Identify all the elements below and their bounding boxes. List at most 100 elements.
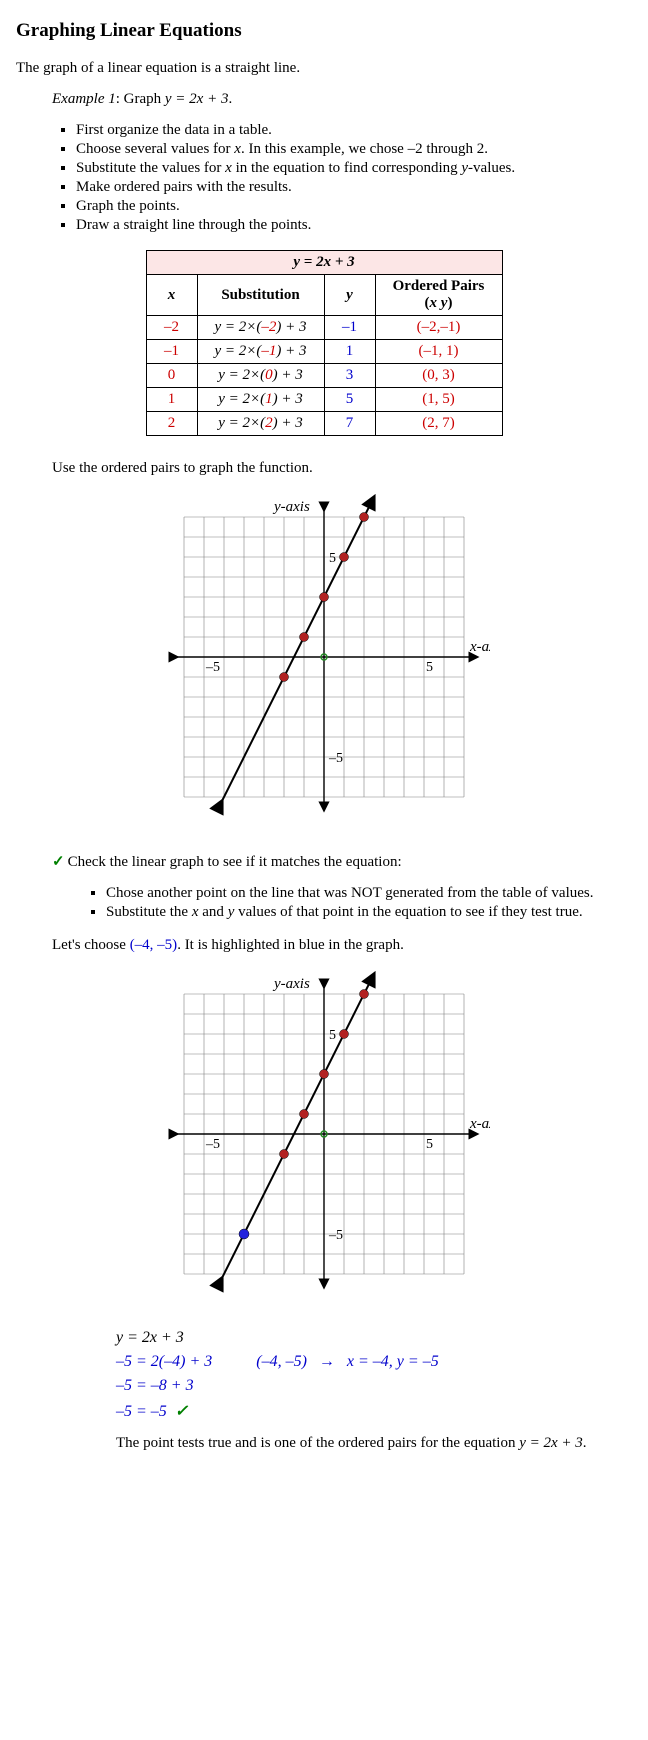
table-row: 2 y = 2×(2) + 3 7 (2, 7) xyxy=(146,412,502,436)
cell-op: (2, 7) xyxy=(375,412,502,436)
cell-x: 1 xyxy=(146,388,197,412)
conclusion-pre: The point tests true and is one of the o… xyxy=(116,1435,519,1451)
data-point xyxy=(300,1110,309,1119)
cell-sub: y = 2×(1) + 3 xyxy=(197,388,324,412)
x-axis-label: x-axis xyxy=(469,639,490,655)
table-wrap: y = 2x + 3 x Substitution y Ordered Pair… xyxy=(16,250,632,436)
cell-x: –1 xyxy=(146,340,197,364)
y-axis-label: y-axis xyxy=(272,976,310,992)
tick-neg5-y: –5 xyxy=(328,1228,343,1243)
check-text: Check the linear graph to see if it matc… xyxy=(68,854,402,870)
conclusion-post: . xyxy=(583,1435,587,1451)
table-title: y = 2x + 3 xyxy=(146,251,502,275)
data-point xyxy=(280,673,289,682)
graph-svg: 5 –5 5 –5 y-axis x-axis xyxy=(158,491,490,823)
lets-choose-point: (–4, –5) xyxy=(130,937,178,953)
graph-svg: 5 –5 5 –5 y-axis x-axis xyxy=(158,968,490,1300)
check-line: ✓Check the linear graph to see if it mat… xyxy=(52,852,632,871)
cell-sub: y = 2×(2) + 3 xyxy=(197,412,324,436)
col-x: x xyxy=(146,275,197,316)
work-line-3: –5 = –8 + 3 xyxy=(116,1377,632,1395)
table-row: 1 y = 2×(1) + 3 5 (1, 5) xyxy=(146,388,502,412)
graph-2-wrap: 5 –5 5 –5 y-axis x-axis xyxy=(16,968,632,1305)
tick-neg5-x: –5 xyxy=(205,660,220,675)
cell-y: –1 xyxy=(324,316,375,340)
cell-y: 7 xyxy=(324,412,375,436)
graph-1-wrap: 5 –5 5 –5 y-axis x-axis xyxy=(16,491,632,828)
work-block: y = 2x + 3 –5 = 2(–4) + 3 (–4, –5) → x =… xyxy=(116,1329,632,1421)
blue-point xyxy=(239,1229,249,1239)
cell-sub: y = 2×(0) + 3 xyxy=(197,364,324,388)
list-item: Graph the points. xyxy=(76,198,632,215)
x-axis-label: x-axis xyxy=(469,1116,490,1132)
cell-x: –2 xyxy=(146,316,197,340)
work-l4: –5 = –5 xyxy=(116,1403,167,1420)
example-period: . xyxy=(228,91,232,107)
tick-pos5-x: 5 xyxy=(426,1137,433,1152)
list-item: Choose several values for x. In this exa… xyxy=(76,141,632,158)
tick-neg5-y: –5 xyxy=(328,751,343,766)
list-item: Substitute the x and y values of that po… xyxy=(106,904,632,921)
checkmark-icon: ✓ xyxy=(52,854,65,870)
data-point xyxy=(360,513,369,522)
cell-sub: y = 2×(–2) + 3 xyxy=(197,316,324,340)
tick-pos5-x: 5 xyxy=(426,660,433,675)
list-item: Make ordered pairs with the results. xyxy=(76,179,632,196)
cell-sub: y = 2×(–1) + 3 xyxy=(197,340,324,364)
conclusion-eq: y = 2x + 3 xyxy=(519,1435,583,1451)
cell-op: (–2,–1) xyxy=(375,316,502,340)
cell-x: 0 xyxy=(146,364,197,388)
cell-y: 1 xyxy=(324,340,375,364)
page-title: Graphing Linear Equations xyxy=(16,20,632,42)
work-l2a: –5 = 2(–4) + 3 xyxy=(116,1353,212,1370)
col-op: Ordered Pairs(x y) xyxy=(375,275,502,316)
cell-y: 5 xyxy=(324,388,375,412)
cell-op: (0, 3) xyxy=(375,364,502,388)
data-point xyxy=(340,1030,349,1039)
lets-choose-post: . It is highlighted in blue in the graph… xyxy=(177,937,404,953)
data-point xyxy=(280,1150,289,1159)
list-item: First organize the data in a table. xyxy=(76,122,632,139)
data-point xyxy=(340,553,349,562)
table-row: –2 y = 2×(–2) + 3 –1 (–2,–1) xyxy=(146,316,502,340)
work-line-4: –5 = –5 ✓ xyxy=(116,1401,632,1421)
example-label: Example 1 xyxy=(52,91,116,107)
lets-choose-line: Let's choose (–4, –5). It is highlighted… xyxy=(52,937,632,954)
work-line-1: y = 2x + 3 xyxy=(116,1329,632,1347)
cell-op: (1, 5) xyxy=(375,388,502,412)
cell-x: 2 xyxy=(146,412,197,436)
tick-neg5-x: –5 xyxy=(205,1137,220,1152)
lets-choose-pre: Let's choose xyxy=(52,937,130,953)
list-item: Chose another point on the line that was… xyxy=(106,885,632,902)
example-eq: y = 2x + 3 xyxy=(165,91,229,107)
table-row: –1 y = 2×(–1) + 3 1 (–1, 1) xyxy=(146,340,502,364)
conclusion: The point tests true and is one of the o… xyxy=(116,1435,592,1452)
work-l2b-pt: (–4, –5) xyxy=(256,1353,307,1370)
data-point xyxy=(320,1070,329,1079)
graph-1: 5 –5 5 –5 y-axis x-axis xyxy=(158,491,490,828)
tick-pos5-y: 5 xyxy=(329,551,336,566)
values-table: y = 2x + 3 x Substitution y Ordered Pair… xyxy=(146,250,503,436)
col-y: y xyxy=(324,275,375,316)
tick-pos5-y: 5 xyxy=(329,1028,336,1043)
list-item: Substitute the values for x in the equat… xyxy=(76,160,632,177)
data-point xyxy=(320,593,329,602)
cell-y: 3 xyxy=(324,364,375,388)
arrow-icon: → xyxy=(319,1353,335,1370)
work-l2b-xy: x = –4, y = –5 xyxy=(347,1353,439,1370)
instruction-list-2: Chose another point on the line that was… xyxy=(16,885,632,921)
example-line: Example 1: Graph y = 2x + 3. xyxy=(52,91,632,108)
example-sep: : Graph xyxy=(116,91,165,107)
data-point xyxy=(360,990,369,999)
checkmark-icon: ✓ xyxy=(175,1403,188,1420)
intro-text: The graph of a linear equation is a stra… xyxy=(16,60,632,77)
y-axis-label: y-axis xyxy=(272,499,310,515)
work-line-2: –5 = 2(–4) + 3 (–4, –5) → x = –4, y = –5 xyxy=(116,1353,632,1371)
col-sub: Substitution xyxy=(197,275,324,316)
instruction-list-1: First organize the data in a table. Choos… xyxy=(16,122,632,234)
list-item: Draw a straight line through the points. xyxy=(76,217,632,234)
data-point xyxy=(300,633,309,642)
use-pairs-text: Use the ordered pairs to graph the funct… xyxy=(52,460,632,477)
graph-2: 5 –5 5 –5 y-axis x-axis xyxy=(158,968,490,1305)
table-row: 0 y = 2×(0) + 3 3 (0, 3) xyxy=(146,364,502,388)
